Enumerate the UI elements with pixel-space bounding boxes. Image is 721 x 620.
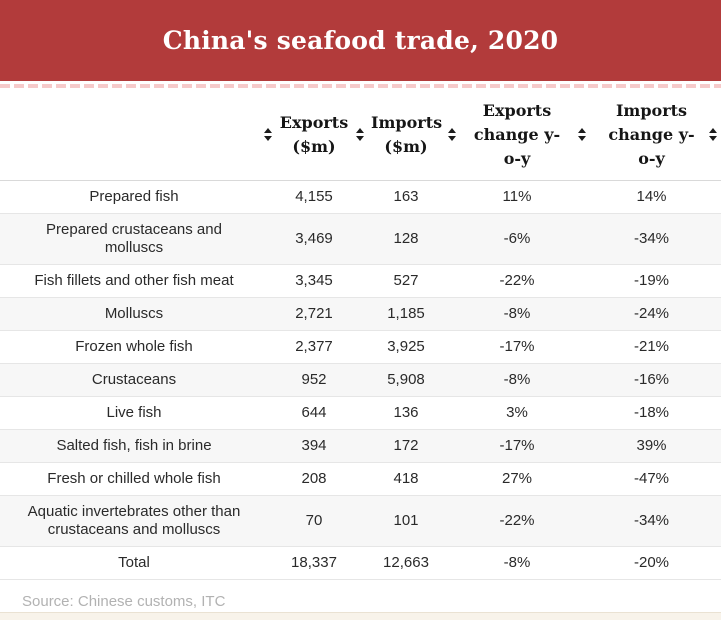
table-row: Salted fish, fish in brine 394 172 -17% 39%: [0, 429, 721, 463]
table-row: Frozen whole fish 2,377 3,925 -17% -21%: [0, 330, 721, 364]
value-cell: 3,469: [268, 213, 360, 265]
value-cell: 208: [268, 462, 360, 496]
column-header-label: Exports ($m): [279, 113, 349, 156]
table-row: Fresh or chilled whole fish 208 418 27% -47%: [0, 462, 721, 496]
dashed-divider: [0, 84, 721, 88]
row-label: Live fish: [0, 396, 268, 430]
row-label: Total: [0, 546, 268, 580]
value-cell: 952: [268, 363, 360, 397]
value-cell: 394: [268, 429, 360, 463]
value-cell: 14%: [582, 180, 721, 214]
value-cell: 18,337: [268, 546, 360, 580]
table-row: Crustaceans 952 5,908 -8% -16%: [0, 363, 721, 397]
value-cell: -8%: [452, 297, 582, 331]
value-cell: 3,925: [360, 330, 452, 364]
value-cell: 11%: [452, 180, 582, 214]
value-cell: 172: [360, 429, 452, 463]
value-cell: 39%: [582, 429, 721, 463]
column-header-imports-m[interactable]: Imports ($m): [360, 90, 456, 181]
table-row: Fish fillets and other fish meat 3,345 527…: [0, 264, 721, 298]
table-header: Exports ($m) Imports ($m) Exports change y…: [0, 90, 721, 181]
value-cell: 644: [268, 396, 360, 430]
column-header-row-label[interactable]: [0, 90, 272, 181]
value-cell: 3%: [452, 396, 582, 430]
value-cell: 418: [360, 462, 452, 496]
table-header-row: Exports ($m) Imports ($m) Exports change y…: [0, 90, 721, 181]
value-cell: 3,345: [268, 264, 360, 298]
value-cell: 101: [360, 495, 452, 547]
table-row: Live fish 644 136 3% -18%: [0, 396, 721, 430]
table-row: Molluscs 2,721 1,185 -8% -24%: [0, 297, 721, 331]
value-cell: -18%: [582, 396, 721, 430]
row-label: Molluscs: [0, 297, 268, 331]
value-cell: 136: [360, 396, 452, 430]
value-cell: -24%: [582, 297, 721, 331]
page-title: China's seafood trade, 2020: [162, 26, 559, 55]
row-label: Fresh or chilled whole fish: [0, 462, 268, 496]
value-cell: 1,185: [360, 297, 452, 331]
value-cell: -17%: [452, 330, 582, 364]
sort-up-icon: [709, 128, 717, 133]
table-row-total: Total 18,337 12,663 -8% -20%: [0, 546, 721, 580]
value-cell: 27%: [452, 462, 582, 496]
value-cell: -8%: [452, 546, 582, 580]
value-cell: 12,663: [360, 546, 452, 580]
sort-down-icon: [709, 136, 717, 141]
seafood-trade-table: Exports ($m) Imports ($m) Exports change y…: [0, 90, 721, 580]
value-cell: -34%: [582, 213, 721, 265]
value-cell: 128: [360, 213, 452, 265]
row-label: Crustaceans: [0, 363, 268, 397]
column-header-label: Exports change y-o-y: [473, 101, 561, 168]
value-cell: 2,377: [268, 330, 360, 364]
value-cell: -34%: [582, 495, 721, 547]
value-cell: 163: [360, 180, 452, 214]
value-cell: -22%: [452, 495, 582, 547]
row-label: Prepared crustaceans and molluscs: [0, 213, 268, 265]
value-cell: -19%: [582, 264, 721, 298]
value-cell: -21%: [582, 330, 721, 364]
table-row: Prepared crustaceans and molluscs 3,469 12…: [0, 213, 721, 265]
row-label: Fish fillets and other fish meat: [0, 264, 268, 298]
bottom-strip: [0, 612, 721, 620]
value-cell: 70: [268, 495, 360, 547]
table-row: Prepared fish 4,155 163 11% 14%: [0, 180, 721, 214]
table-body: Prepared fish 4,155 163 11% 14% Prepared crus…: [0, 180, 721, 580]
column-header-label: Imports change y-o-y: [608, 101, 695, 168]
value-cell: -17%: [452, 429, 582, 463]
sort-arrows-icon[interactable]: [709, 128, 718, 141]
value-cell: 2,721: [268, 297, 360, 331]
row-label: Aquatic invertebrates other than crustac…: [0, 495, 268, 547]
column-header-imports-change-y-o-y[interactable]: Imports change y-o-y: [582, 90, 721, 181]
table-row: Aquatic invertebrates other than crustac…: [0, 495, 721, 547]
value-cell: -22%: [452, 264, 582, 298]
row-label: Salted fish, fish in brine: [0, 429, 268, 463]
value-cell: -6%: [452, 213, 582, 265]
source-note: Source: Chinese customs, ITC: [22, 593, 226, 610]
value-cell: -47%: [582, 462, 721, 496]
column-header-exports-change-y-o-y[interactable]: Exports change y-o-y: [452, 90, 586, 181]
value-cell: -8%: [452, 363, 582, 397]
value-cell: 5,908: [360, 363, 452, 397]
row-label: Frozen whole fish: [0, 330, 268, 364]
row-label: Prepared fish: [0, 180, 268, 214]
value-cell: 527: [360, 264, 452, 298]
value-cell: -20%: [582, 546, 721, 580]
title-banner: China's seafood trade, 2020: [0, 0, 721, 81]
value-cell: 4,155: [268, 180, 360, 214]
value-cell: -16%: [582, 363, 721, 397]
column-header-exports-m[interactable]: Exports ($m): [268, 90, 364, 181]
column-header-label: Imports ($m): [371, 113, 443, 156]
